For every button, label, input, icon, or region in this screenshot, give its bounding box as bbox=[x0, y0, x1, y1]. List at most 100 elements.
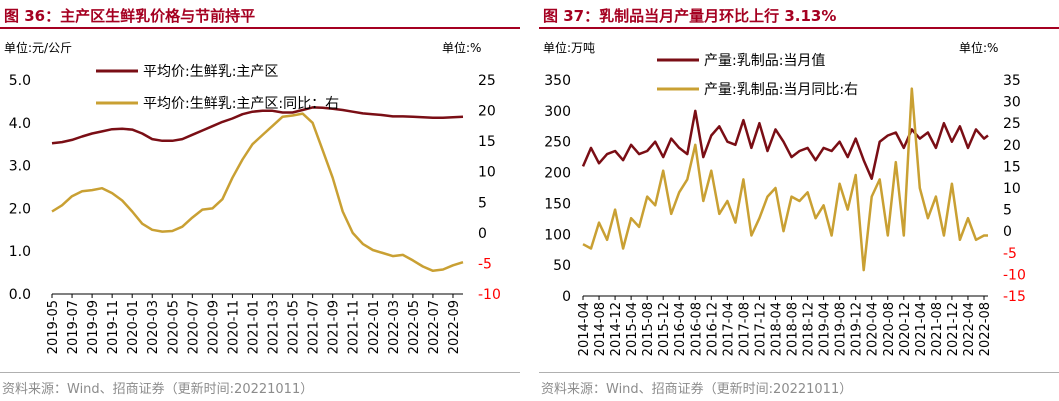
y-right-tick: 20 bbox=[1003, 138, 1021, 154]
x-tick-label: 2019-11 bbox=[106, 300, 121, 354]
x-tick-label: 2021-01 bbox=[246, 300, 261, 354]
x-tick-label: 2021-05 bbox=[287, 300, 302, 354]
y-right-tick: -10 bbox=[478, 287, 501, 303]
y-right-tick: 15 bbox=[478, 134, 496, 150]
y-right-tick: 5 bbox=[1003, 203, 1012, 219]
y-right-tick: 10 bbox=[478, 165, 496, 181]
y-left-tick: 0 bbox=[562, 289, 571, 305]
x-tick-label: 2018-04 bbox=[769, 302, 784, 356]
y-left-tick: 2.0 bbox=[9, 201, 31, 217]
y-left-tick: 150 bbox=[544, 196, 571, 212]
y-left-tick: 350 bbox=[544, 73, 571, 89]
y-right-tick: -10 bbox=[1003, 267, 1026, 283]
x-tick-label: 2016-08 bbox=[689, 302, 704, 356]
x-tick-label: 2020-08 bbox=[882, 302, 897, 356]
y-right-tick: 20 bbox=[478, 104, 496, 120]
x-tick-label: 2022-05 bbox=[407, 300, 422, 354]
series-line-2 bbox=[51, 112, 464, 273]
x-tick-label: 2021-08 bbox=[930, 302, 945, 356]
series-line-1 bbox=[51, 106, 464, 145]
x-tick-label: 2020-03 bbox=[146, 300, 161, 354]
x-tick-label: 2015-12 bbox=[657, 302, 672, 356]
x-tick-label: 2016-12 bbox=[705, 302, 720, 356]
x-tick-label: 2021-07 bbox=[307, 300, 322, 354]
x-tick-label: 2019-05 bbox=[46, 300, 61, 354]
x-tick-label: 2021-03 bbox=[267, 300, 282, 354]
series-line-1 bbox=[581, 109, 989, 180]
y-right-tick: 5 bbox=[478, 195, 487, 211]
x-tick-label: 2020-04 bbox=[866, 302, 881, 356]
chart-title-bar: 图 36：主产区生鲜乳价格与节前持平 bbox=[0, 3, 520, 29]
x-tick-label: 2022-01 bbox=[367, 300, 382, 354]
right-axis-unit: 单位:% bbox=[442, 40, 481, 55]
y-right-tick: -5 bbox=[478, 256, 492, 272]
legend-label: 平均价:生鲜乳:主产区 bbox=[143, 64, 278, 80]
legend-label: 平均价:生鲜乳:主产区:同比：右 bbox=[143, 96, 339, 112]
x-tick-label: 2015-08 bbox=[641, 302, 656, 356]
x-tick-label: 2014-12 bbox=[609, 302, 624, 356]
y-left-tick: 3.0 bbox=[9, 159, 31, 175]
x-tick-label: 2022-08 bbox=[978, 302, 993, 356]
x-tick-label: 2014-04 bbox=[577, 302, 592, 356]
x-tick-label: 2019-08 bbox=[834, 302, 849, 356]
y-right-tick: 25 bbox=[1003, 116, 1021, 132]
x-tick-label: 2020-12 bbox=[898, 302, 913, 356]
y-left-tick: 4.0 bbox=[9, 116, 31, 132]
x-tick-label: 2020-09 bbox=[206, 300, 221, 354]
x-tick-label: 2020-05 bbox=[166, 300, 181, 354]
x-tick-label: 2017-04 bbox=[721, 302, 736, 356]
x-tick-label: 2020-07 bbox=[186, 300, 201, 354]
y-right-tick: 15 bbox=[1003, 159, 1021, 175]
x-tick-label: 2019-12 bbox=[850, 302, 865, 356]
x-tick-label: 2021-04 bbox=[914, 302, 929, 356]
y-left-tick: 200 bbox=[544, 166, 571, 182]
dairy-output-chart: 单位:万吨 单位:% 0 50 100 150 200 250 300 350 -15 -10 -5 0 5… bbox=[543, 40, 1026, 356]
legend-label: 产量:乳制品:当月同比:右 bbox=[704, 82, 858, 98]
chart-title: 图 36：主产区生鲜乳价格与节前持平 bbox=[4, 7, 256, 25]
y-right-tick: 0 bbox=[478, 226, 487, 242]
x-tick-label: 2016-04 bbox=[673, 302, 688, 356]
y-right-tick: 10 bbox=[1003, 181, 1021, 197]
y-right-tick: 25 bbox=[478, 73, 496, 89]
y-left-tick: 300 bbox=[544, 104, 571, 120]
x-tick-label: 2022-07 bbox=[427, 300, 442, 354]
x-tick-label: 2020-01 bbox=[126, 300, 141, 354]
x-tick-label: 2018-08 bbox=[786, 302, 801, 356]
source-note: 资料来源：Wind、招商证券（更新时间:20221011） bbox=[2, 382, 314, 397]
chart-panel-milk-price: 图 36：主产区生鲜乳价格与节前持平 单位:元/公斤 单位:% 0.0 1.0 2.0 3… bbox=[0, 0, 520, 401]
source-bar: 资料来源：Wind、招商证券（更新时间:20221011） bbox=[0, 372, 520, 399]
y-left-tick: 250 bbox=[544, 135, 571, 151]
source-bar: 资料来源：Wind、招商证券（更新时间:20221011） bbox=[539, 372, 1059, 399]
x-tick-label: 2018-12 bbox=[802, 302, 817, 356]
y-left-tick: 5.0 bbox=[9, 73, 31, 89]
x-tick-label: 2021-09 bbox=[327, 300, 342, 354]
y-left-tick: 100 bbox=[544, 227, 571, 243]
left-axis-unit: 单位:万吨 bbox=[543, 40, 595, 55]
x-tick-label: 2017-12 bbox=[753, 302, 768, 356]
y-left-tick: 1.0 bbox=[9, 244, 31, 260]
y-right-tick: -5 bbox=[1003, 246, 1017, 262]
chart-panel-dairy-output: 图 37：乳制品当月产量月环比上行 3.13% 单位:万吨 单位:% 0 50 100 1… bbox=[539, 0, 1059, 401]
chart-title: 图 37：乳制品当月产量月环比上行 3.13% bbox=[543, 7, 837, 25]
y-right-tick: 35 bbox=[1003, 73, 1021, 89]
x-tick-label: 2019-04 bbox=[818, 302, 833, 356]
x-tick-label: 2022-03 bbox=[387, 300, 402, 354]
x-tick-label: 2019-09 bbox=[86, 300, 101, 354]
milk-price-chart: 单位:元/公斤 单位:% 0.0 1.0 2.0 3.0 4.0 5.0 -10 -5 0 5 10 15… bbox=[4, 40, 501, 354]
legend-label: 产量:乳制品:当月值 bbox=[704, 53, 825, 69]
x-tick-label: 2021-11 bbox=[347, 300, 362, 354]
right-axis-unit: 单位:% bbox=[959, 40, 998, 55]
y-right-tick: 0 bbox=[1003, 224, 1012, 240]
series-line-2 bbox=[582, 87, 988, 272]
x-tick-label: 2022-09 bbox=[447, 300, 462, 354]
y-left-tick: 0.0 bbox=[9, 287, 31, 303]
x-tick-label: 2019-07 bbox=[66, 300, 81, 354]
x-tick-label: 2021-12 bbox=[946, 302, 961, 356]
x-tick-label: 2017-08 bbox=[737, 302, 752, 356]
chart-title-bar: 图 37：乳制品当月产量月环比上行 3.13% bbox=[539, 3, 1059, 29]
y-left-tick: 50 bbox=[553, 258, 571, 274]
x-tick-label: 2022-04 bbox=[962, 302, 977, 356]
x-tick-label: 2020-11 bbox=[226, 300, 241, 354]
x-tick-label: 2014-08 bbox=[593, 302, 608, 356]
x-tick-label: 2015-04 bbox=[625, 302, 640, 356]
